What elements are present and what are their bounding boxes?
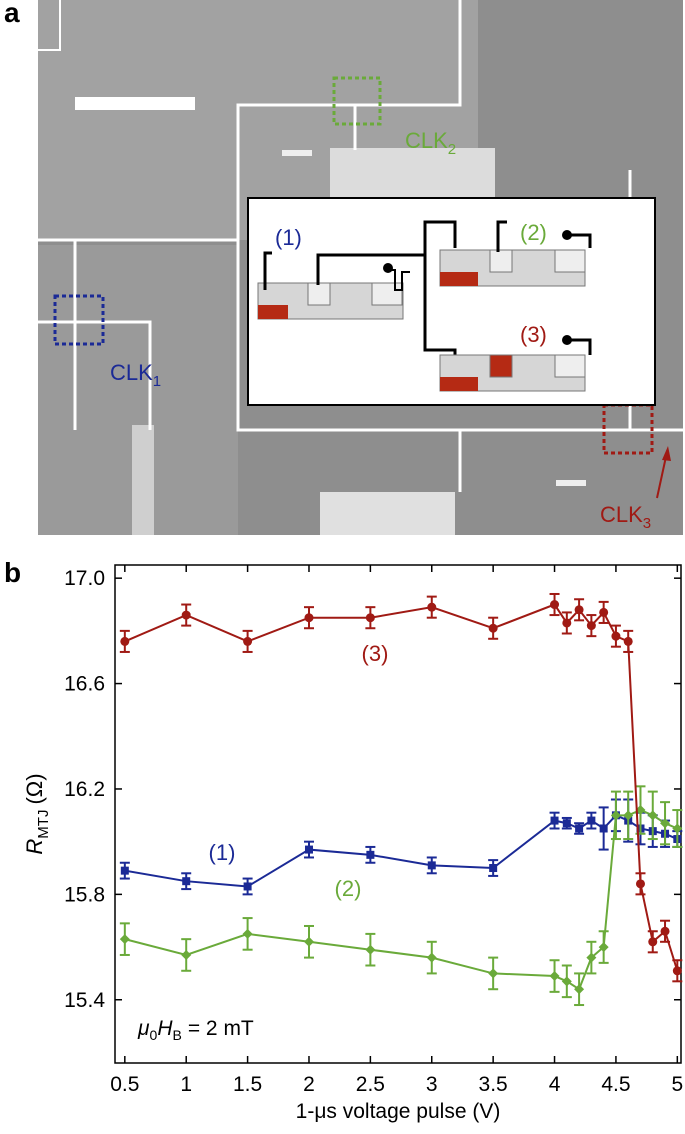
marker (575, 824, 584, 833)
marker (660, 926, 670, 936)
marker (672, 966, 682, 976)
marker (562, 819, 571, 828)
series-line (124, 603, 679, 972)
x-tick-label: 2 (303, 1073, 315, 1096)
clk-label: CLK1 (110, 360, 161, 390)
inset-schematic (247, 197, 656, 406)
marker (574, 984, 585, 995)
series-label: (3) (362, 641, 389, 666)
marker (120, 636, 130, 646)
marker (574, 605, 584, 615)
marker (635, 805, 646, 816)
y-tick-label: 16.2 (64, 778, 105, 801)
inset-label: (2) (520, 220, 547, 245)
marker (598, 942, 609, 953)
series-label: (1) (209, 840, 236, 865)
marker (181, 610, 191, 620)
marker (648, 937, 658, 947)
x-tick-label: 4 (549, 1073, 561, 1096)
y-tick-label: 15.4 (64, 989, 105, 1012)
marker (427, 861, 436, 870)
marker (672, 823, 683, 834)
panel-label: a (4, 0, 20, 28)
marker (426, 952, 437, 963)
clk-text: CLK (600, 502, 643, 527)
plot-frame (114, 564, 682, 1064)
clk-text: CLK (110, 360, 153, 385)
marker (611, 631, 621, 641)
x-tick-label: 2.5 (356, 1073, 385, 1096)
y-tick-label: 16.6 (64, 673, 105, 696)
y-sub: MTJ (35, 810, 52, 839)
marker (304, 845, 313, 854)
marker (586, 952, 597, 963)
marker (304, 613, 314, 623)
y-tick-label: 15.8 (64, 883, 105, 906)
marker (562, 618, 572, 628)
inset-label: (1) (275, 225, 302, 250)
marker (489, 864, 498, 873)
marker (119, 934, 130, 945)
annotation: μ0HB = 2 mT (137, 1017, 254, 1043)
marker (365, 944, 376, 955)
clk-sub: 3 (643, 515, 651, 532)
marker (427, 602, 437, 612)
clk-label: CLK2 (405, 128, 456, 158)
marker (366, 850, 375, 859)
y-tick-label: 17.0 (64, 567, 105, 590)
y-axis-label: RMTJ (Ω) (22, 773, 52, 854)
marker (181, 949, 192, 960)
series-line (124, 808, 678, 991)
marker (549, 971, 560, 982)
clk-label: CLK3 (600, 502, 651, 532)
x-tick-label: 3.5 (479, 1073, 508, 1096)
x-tick-label: 0.5 (110, 1073, 139, 1096)
x-axis-label: 1-μs voltage pulse (V) (296, 1100, 501, 1123)
clk-sub: 1 (153, 373, 161, 390)
series-label: (2) (335, 876, 362, 901)
clk-text: CLK (405, 128, 448, 153)
ann-mu: μ (137, 1017, 150, 1040)
x-tick-label: 1.5 (233, 1073, 262, 1096)
x-tick-label: 1 (180, 1073, 192, 1096)
y-unit: (Ω) (22, 773, 47, 804)
marker (635, 879, 645, 889)
marker (243, 882, 252, 891)
marker (586, 621, 596, 631)
clk-sub: 2 (448, 141, 456, 158)
x-tick-label: 3 (426, 1073, 438, 1096)
marker (488, 968, 499, 979)
marker (647, 810, 658, 821)
marker (242, 928, 253, 939)
inset-label: (3) (520, 322, 547, 347)
marker (243, 636, 253, 646)
y-symbol: R (22, 839, 47, 855)
marker (561, 976, 572, 987)
marker (610, 810, 621, 821)
marker (550, 600, 560, 610)
x-tick-label: 4.5 (601, 1073, 630, 1096)
marker (488, 623, 498, 633)
marker (120, 866, 129, 875)
marker (182, 877, 191, 886)
marker (365, 613, 375, 623)
marker (599, 607, 609, 617)
ann-mu-sub: 0 (150, 1027, 158, 1043)
ann-rest: = 2 mT (188, 1017, 254, 1040)
marker (587, 816, 596, 825)
marker (550, 816, 559, 825)
marker (623, 636, 633, 646)
marker (623, 810, 634, 821)
ann-h: H (157, 1017, 173, 1040)
marker (599, 824, 608, 833)
x-tick-label: 5 (671, 1073, 683, 1096)
ann-h-sub: B (172, 1027, 181, 1043)
marker (660, 818, 671, 829)
marker (303, 936, 314, 947)
panel-label: b (4, 557, 21, 588)
